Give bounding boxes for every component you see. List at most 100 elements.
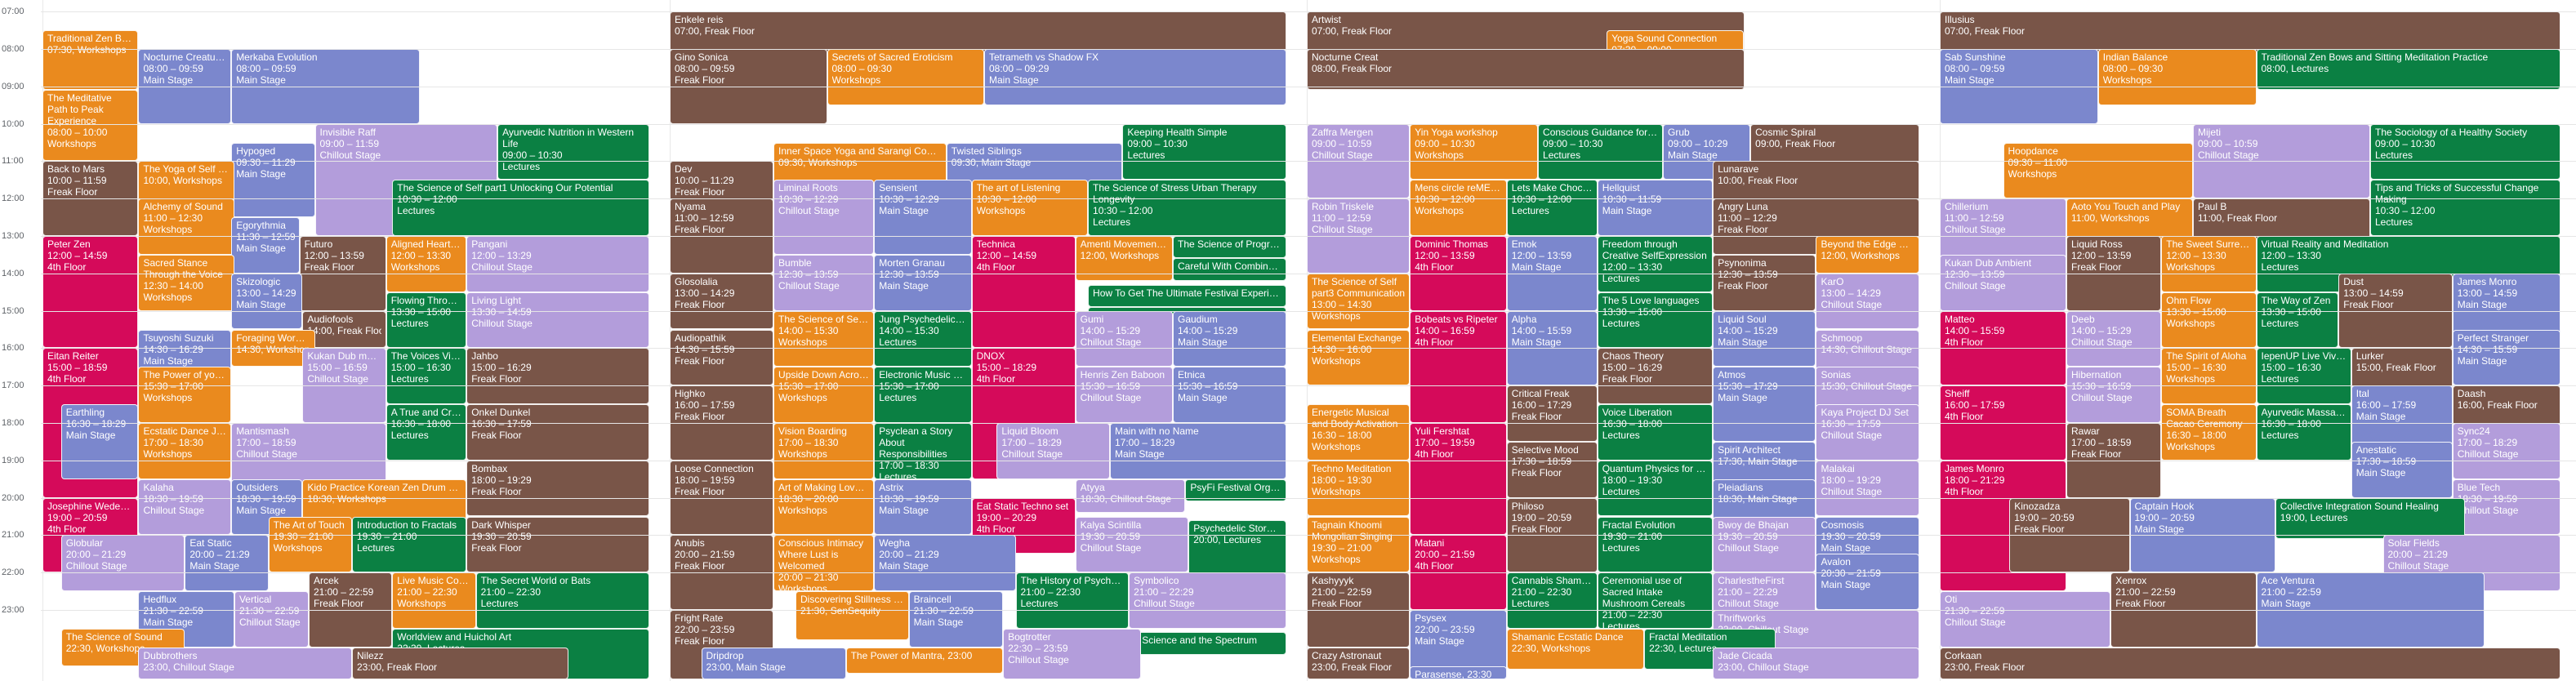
event-block[interactable]: Sacred Stance Through the Voice 12:30 – 1… [138,254,234,311]
event-block[interactable]: Psychedelic Storytelling20:00, Lectures [1188,520,1286,581]
event-block[interactable]: Kashyyyk 21:00 – 22:59 Freak Floor [1307,572,1411,648]
event-block[interactable]: Oti 21:30 – 22:59 Chillout Stage [1940,591,2111,648]
event-block[interactable]: Bogtrotter 22:30 – 23:59 Chillout Stage [1003,628,1142,679]
event-block[interactable]: Main with no Name 17:00 – 18:29 Main Stag… [1110,423,1286,479]
event-block[interactable]: The Meditative Path to Peak Experience 08… [42,90,139,162]
event-block[interactable]: Vision Boarding 17:00 – 18:30 Workshops [773,423,875,479]
event-block[interactable]: Deeb 14:00 – 15:29 Chillout Stage [2066,310,2162,367]
event-block[interactable]: Egorythmia 11:30 – 12:59 Main Stage [231,217,300,274]
event-block[interactable]: Energetic Musical and Body Activation 16:… [1307,404,1411,461]
event-block[interactable]: Selective Mood 17:30 – 18:59 Freak Floor [1506,441,1598,498]
event-block[interactable]: Aligned Heart Journey12:00 – 13:30 Works… [386,236,467,292]
event-block[interactable]: The Secret World or Bats 21:00 – 22:30 Le… [475,572,649,629]
event-block[interactable]: Ace Ventura 21:00 – 22:59 Main Stage [2256,572,2485,648]
event-block[interactable]: Symbolico 21:00 – 22:29 Chillout Stage [1129,572,1286,629]
event-block[interactable]: The Science of Self part1 Unlocking Our … [392,180,649,236]
event-block[interactable]: Quantum Physics for Beginners18:00 – 19:… [1597,460,1714,517]
event-block[interactable]: Atmos 15:30 – 17:29 Main Stage [1713,367,1816,442]
event-block[interactable]: Pleiadians 18:30, Main Stage [1713,478,1816,521]
event-block[interactable]: Etnica 15:30 – 16:59 Main Stage [1173,367,1286,423]
event-block[interactable]: Bwoy de Bhajan 19:30 – 20:59 Chillout Sta… [1713,516,1816,573]
event-block[interactable]: Sync24 17:00 – 18:29 Chillout Stage [2452,423,2560,479]
event-block[interactable]: The Power of your Story15:30 – 17:00 Wor… [138,367,232,423]
event-block[interactable]: The Voices Vincent hears15:00 – 16:30 Le… [386,348,467,405]
event-block[interactable]: Jung Psychedelics and Trauma14:00 – 15:3… [874,310,972,367]
event-block[interactable]: Alchemy of Sound 11:00 – 12:30 Workshops [138,198,234,255]
event-block[interactable]: Shamanic Ecstatic Dance 22:30, Workshops [1506,628,1645,670]
event-block[interactable]: Sensient 10:30 – 12:29 Main Stage [874,180,972,255]
event-block[interactable]: Secrets of Sacred Eroticism 08:00 – 09:30… [827,49,984,105]
event-block[interactable]: Dubbrothers 23:00, Chillout Stage [138,647,352,679]
event-block[interactable]: Dark Whisper 19:30 – 20:59 Freak Floor [466,516,649,573]
event-block[interactable]: Corkaan 23:00, Freak Floor [1940,647,2560,679]
event-block[interactable]: How To Get The Ultimate Festival Experie… [1088,284,1286,307]
event-block[interactable]: Ayurvedic Nutrition in Western Life 09:00… [497,123,649,180]
event-block[interactable]: Ceremonial use of Sacred Intake Mushroom… [1597,572,1714,629]
event-block[interactable]: Beyond the Edge Brainworks12:00, Worksho… [1816,236,1919,274]
event-block[interactable]: Onkel Dunkel 16:30 – 17:59 Freak Floor [466,404,649,461]
event-block[interactable]: IepenUP Live Viva la Vida15:00 – 16:30 L… [2256,348,2351,405]
event-block[interactable]: Collective Integration Sound Healing 19:0… [2275,497,2466,539]
event-block[interactable]: Live Music Concert by Sambhu21:00 – 22:3… [392,572,476,629]
event-block[interactable]: Hypoged 09:30 – 11:29 Main Stage [231,142,315,218]
event-block[interactable]: The Way of Zen 13:30 – 15:00 Lectures [2256,292,2339,349]
event-block[interactable]: Technica 12:00 – 14:59 4th Floor [971,236,1076,349]
event-block[interactable]: Traditional Zen Bows and Sitting Meditat… [2256,49,2560,91]
event-block[interactable]: Psyclean a Story About Responsibilities 1… [874,423,972,479]
event-block[interactable]: Braincell 21:30 – 22:59 Main Stage [908,591,1004,648]
event-block[interactable]: Avalon 20:30 – 21:59 Main Stage [1816,554,1919,610]
event-block[interactable]: Henris Zen Baboon 15:30 – 16:59 Chillout … [1075,367,1173,423]
event-block[interactable]: The History of Psychedelic Art21:00 – 22… [1015,572,1130,629]
event-block[interactable]: Kukan Dub Ambient 12:30 – 13:59 Chillout … [1940,254,2066,311]
event-block[interactable]: Ohm Flow 13:30 – 15:00 Workshops [2161,292,2257,349]
event-block[interactable]: Techno Meditation 18:00 – 19:30 Workshops [1307,460,1411,517]
event-block[interactable]: KarO 13:00 – 14:29 Chillout Stage [1816,273,1919,330]
event-block[interactable]: Keeping Health Simple 09:00 – 10:30 Lectu… [1122,123,1286,180]
event-block[interactable]: Traditional Zen Bows and Sitting Meditat… [42,30,139,91]
event-block[interactable]: Freedom through Creative SelfExpression 1… [1597,236,1714,292]
event-block[interactable]: Paul B 11:00, Freak Floor [2193,198,2370,240]
event-block[interactable]: Lurker 15:00, Freak Floor [2351,348,2453,389]
event-block[interactable]: Flowing Through Life13:30 – 15:00 Lectur… [386,292,467,349]
event-block[interactable]: The Sociology of a Healthy Society 09:00 … [2370,123,2560,180]
event-block[interactable]: Conscious Intimacy Where Lust is Welcome… [773,535,875,592]
event-block[interactable]: Mens circle reMEMbering10:30 – 12:00 Wor… [1410,180,1507,236]
event-block[interactable]: Ecstatic Dance Journey with Nativ17:00 –… [138,423,232,479]
event-block[interactable]: Jahbo 15:00 – 16:29 Freak Floor [466,348,649,405]
event-block[interactable]: Yuli Fershtat 17:00 – 19:59 4th Floor [1410,423,1507,536]
event-block[interactable]: Wegha 20:00 – 21:29 Main Stage [874,535,1016,592]
event-block[interactable]: Voice Liberation 16:30 – 18:00 Lectures [1597,404,1714,461]
event-block[interactable]: PsyFi Festival Organization [1185,478,1286,502]
event-block[interactable]: Nyama 11:00 – 12:59 Freak Floor [670,198,774,274]
event-block[interactable]: Hibernation 15:30 – 16:59 Chillout Stage [2066,367,2162,423]
event-block[interactable]: Atyya 18:30, Chillout Stage [1075,478,1186,513]
event-block[interactable]: Ayurvedic Massage Techniques16:30 – 18:0… [2256,404,2351,461]
event-block[interactable]: Audiofools 14:00, Freak Floor [302,310,386,349]
event-block[interactable]: Nocturne Creat 08:00, Freak Floor [1307,49,1745,91]
event-block[interactable]: Malakai 18:00 – 19:29 Chillout Stage [1816,460,1919,517]
event-block[interactable]: The art of Listening 10:30 – 12:00 Worksh… [971,180,1089,236]
event-block[interactable]: Tetrameth vs Shadow FX 08:00 – 09:29 Main… [984,49,1286,105]
event-block[interactable]: Schmoop 14:30, Chillout Stage [1816,329,1919,371]
event-block[interactable]: Arcek 21:00 – 22:59 Freak Floor [308,572,393,648]
event-block[interactable]: Kaya Project DJ Set 16:30 – 17:59 Chillou… [1816,404,1919,461]
event-block[interactable]: Art of Making Love Tantra18:30 – 20:00 W… [773,478,875,536]
event-block[interactable]: Earthling 16:30 – 18:29 Main Stage [60,404,139,479]
event-block[interactable]: Gumi 14:00 – 15:29 Chillout Stage [1075,310,1173,367]
event-block[interactable]: Glosolalia 13:00 – 14:29 Freak Floor [670,273,774,330]
event-block[interactable]: Gaudium 14:00 – 15:29 Main Stage [1173,310,1286,367]
event-block[interactable]: Perfect Stranger 14:30 – 15:59 Main Stage [2452,329,2560,386]
event-block[interactable]: A True and Crazy Healing16:30 – 18:00 Le… [386,404,467,461]
event-block[interactable]: Tips and Tricks of Successful Change Mak… [2370,180,2560,236]
event-block[interactable]: Vertical 21:30 – 22:59 Chillout Stage [234,591,309,648]
event-block[interactable]: Xenrox 21:00 – 22:59 Freak Floor [2110,572,2257,648]
event-block[interactable]: Fractal Evolution 19:30 – 21:00 Lectures [1597,516,1714,573]
event-block[interactable]: Liquid Soul 14:00 – 15:29 Main Stage [1713,310,1816,367]
event-block[interactable]: The Science of Self part2 Tapping14:00 –… [773,310,875,367]
event-block[interactable]: Audiopathik 14:30 – 15:59 Freak Floor [670,329,774,386]
event-block[interactable]: Kido Practice Korean Zen Drum Meditation… [302,478,467,521]
event-block[interactable]: Critical Freak 16:00 – 17:29 Freak Floor [1506,385,1598,442]
event-block[interactable]: The Power of Mantra, 23:00 [845,647,1004,674]
event-block[interactable]: Daash 16:00, Freak Floor [2452,385,2560,427]
event-block[interactable]: Anestatic 17:30 – 18:59 Main Stage [2351,441,2453,498]
